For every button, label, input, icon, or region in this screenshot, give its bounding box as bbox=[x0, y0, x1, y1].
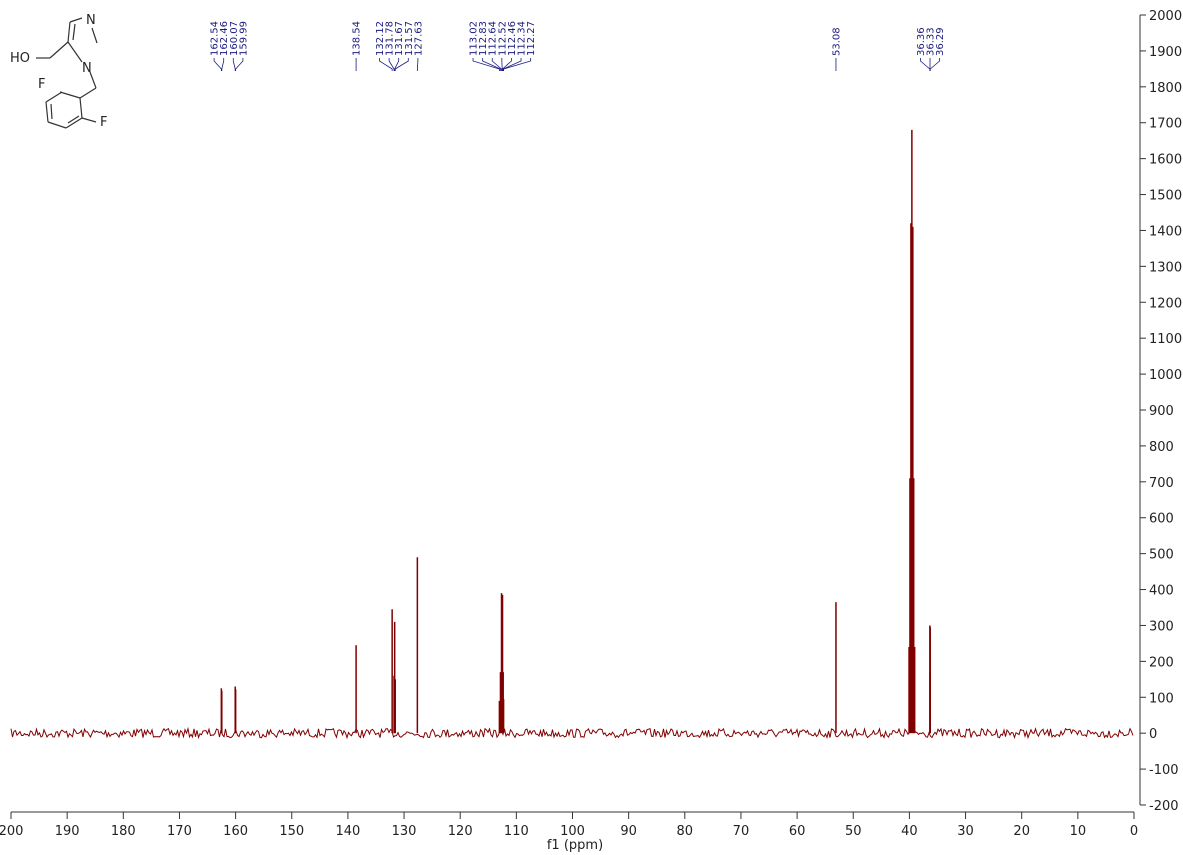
peak-label: 112.34 bbox=[517, 21, 528, 56]
y-tick-label: 100 bbox=[1149, 691, 1174, 706]
peak-label: 131.78 bbox=[385, 21, 396, 56]
x-tick-label: 100 bbox=[560, 824, 585, 839]
peak-connector bbox=[491, 58, 502, 71]
peak-label: 112.46 bbox=[507, 21, 518, 56]
y-tick-label: 400 bbox=[1149, 584, 1174, 599]
peak-label: 131.57 bbox=[404, 21, 415, 56]
peak-connector bbox=[416, 58, 419, 71]
y-tick-label: 1600 bbox=[1149, 153, 1182, 168]
x-tick-label: 40 bbox=[901, 824, 918, 839]
baseline-noise bbox=[10, 726, 1134, 740]
y-tick-label: 900 bbox=[1149, 404, 1174, 419]
x-tick-label: 70 bbox=[733, 824, 750, 839]
y-tick-label: -100 bbox=[1149, 763, 1179, 778]
peak-label: 112.27 bbox=[526, 21, 537, 56]
peak-label: 112.52 bbox=[497, 21, 508, 56]
x-tick-label: 80 bbox=[677, 824, 694, 839]
peak-connector bbox=[929, 58, 941, 71]
y-tick-label: 1900 bbox=[1149, 45, 1182, 60]
peak-connector bbox=[503, 58, 532, 71]
y-tick-label: 2000 bbox=[1149, 9, 1182, 24]
peak-label: 160.07 bbox=[229, 21, 240, 56]
peak-connector bbox=[394, 58, 409, 71]
y-tick-label: 1800 bbox=[1149, 81, 1182, 96]
atom-label: N bbox=[86, 13, 96, 28]
y-tick-label: 1500 bbox=[1149, 189, 1182, 204]
peak-label: 127.63 bbox=[413, 21, 424, 56]
y-tick-label: 1100 bbox=[1149, 332, 1182, 347]
peak-label: 36.36 bbox=[916, 27, 927, 56]
peak-label: 53.08 bbox=[831, 27, 842, 56]
peak-connector bbox=[920, 58, 931, 71]
peak-label: 113.02 bbox=[469, 21, 480, 56]
peak-connector bbox=[235, 58, 244, 71]
x-tick-label: 10 bbox=[1070, 824, 1087, 839]
x-tick-label: 140 bbox=[335, 824, 360, 839]
y-tick-label: 500 bbox=[1149, 548, 1174, 563]
peak-label: 36.33 bbox=[926, 27, 937, 56]
peak-connector bbox=[502, 58, 512, 71]
x-tick-label: 0 bbox=[1130, 824, 1138, 839]
peak-connector bbox=[213, 58, 222, 71]
atom-label: F bbox=[38, 77, 45, 92]
peak-label: 112.83 bbox=[478, 21, 489, 56]
x-tick-label: 200 bbox=[0, 824, 23, 839]
peak-connector bbox=[394, 58, 400, 71]
y-tick-label: 800 bbox=[1149, 440, 1174, 455]
y-tick-label: 300 bbox=[1149, 619, 1174, 634]
peak-connector bbox=[482, 58, 501, 71]
x-tick-label: 50 bbox=[845, 824, 862, 839]
peak-connector bbox=[221, 58, 225, 71]
peak-connector bbox=[388, 58, 395, 71]
x-tick-label: 150 bbox=[279, 824, 304, 839]
x-tick-label: 180 bbox=[111, 824, 136, 839]
structure bbox=[36, 17, 98, 129]
atom-label: F bbox=[100, 115, 107, 130]
x-tick-label: 160 bbox=[223, 824, 248, 839]
peak-connector bbox=[232, 58, 236, 71]
peak-label: 36.29 bbox=[935, 27, 946, 56]
x-tick-label: 30 bbox=[957, 824, 974, 839]
peak-label: 162.54 bbox=[210, 21, 221, 56]
y-tick-label: 1400 bbox=[1149, 224, 1182, 239]
y-tick-label: -200 bbox=[1149, 799, 1179, 814]
peak-label: 159.99 bbox=[238, 21, 249, 56]
atom-label: N bbox=[82, 61, 92, 76]
x-tick-label: 60 bbox=[789, 824, 806, 839]
peak-label: 112.64 bbox=[488, 21, 499, 56]
y-tick-label: 600 bbox=[1149, 512, 1174, 527]
y-tick-label: 200 bbox=[1149, 655, 1174, 670]
x-tick-label: 110 bbox=[504, 824, 529, 839]
peak-label: 132.12 bbox=[375, 21, 386, 56]
y-tick-label: 1300 bbox=[1149, 260, 1182, 275]
x-tick-label: 170 bbox=[167, 824, 192, 839]
peak-label: 138.54 bbox=[352, 21, 363, 56]
y-tick-label: 1200 bbox=[1149, 296, 1182, 311]
peak-label: 131.67 bbox=[394, 21, 405, 56]
x-tick-label: 120 bbox=[448, 824, 473, 839]
y-tick-label: 1000 bbox=[1149, 368, 1182, 383]
x-tick-label: 90 bbox=[620, 824, 637, 839]
peak-connector bbox=[472, 58, 500, 71]
x-axis-label: f1 (ppm) bbox=[547, 838, 603, 853]
peak-label: 162.46 bbox=[219, 21, 230, 56]
y-tick-label: 1700 bbox=[1149, 117, 1182, 132]
atom-label: HO bbox=[10, 51, 30, 66]
x-tick-label: 190 bbox=[55, 824, 80, 839]
x-tick-label: 130 bbox=[392, 824, 417, 839]
x-tick-label: 20 bbox=[1013, 824, 1030, 839]
peak-connector bbox=[379, 58, 393, 71]
y-tick-label: 0 bbox=[1149, 727, 1157, 742]
y-tick-label: 700 bbox=[1149, 476, 1174, 491]
